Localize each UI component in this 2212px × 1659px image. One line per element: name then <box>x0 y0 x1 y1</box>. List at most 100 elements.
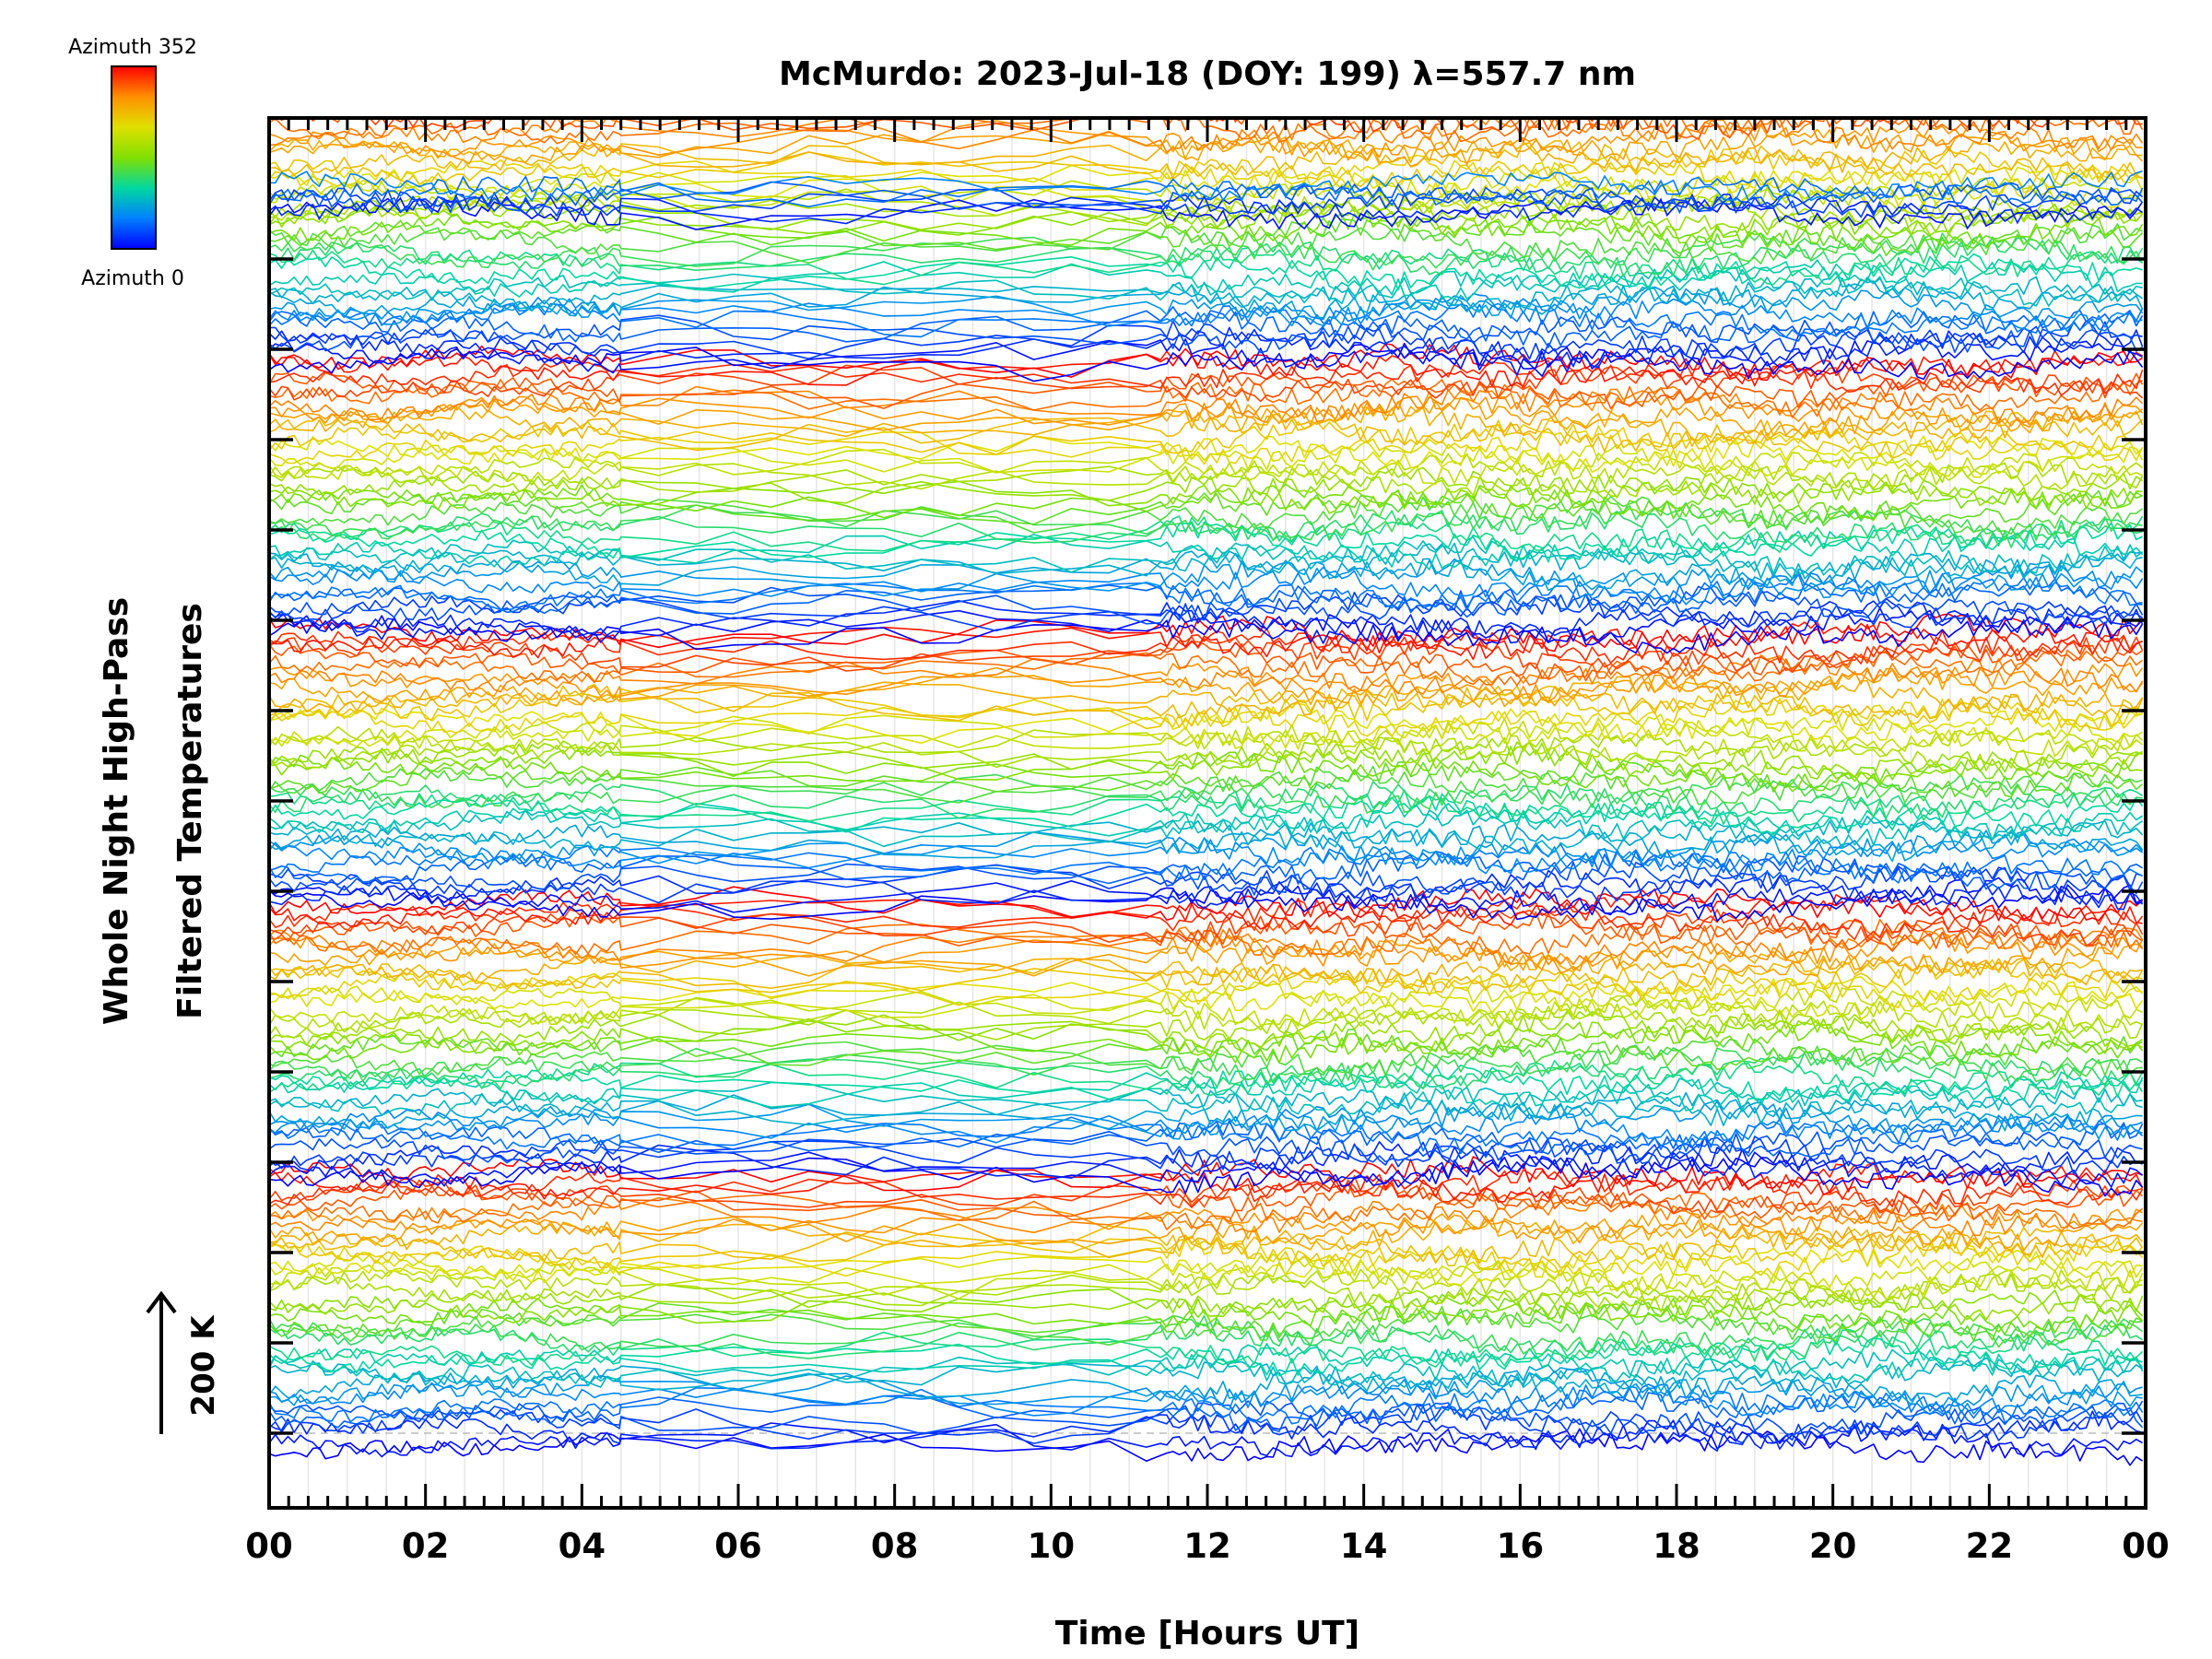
x-tick-label: 16 <box>1497 1526 1545 1566</box>
series-line <box>269 1182 2144 1222</box>
grid <box>269 118 2146 1508</box>
series-line <box>269 1253 2144 1292</box>
series-line <box>269 1135 2143 1175</box>
series-line <box>269 926 2144 966</box>
series-line <box>269 781 2143 821</box>
x-axis-label: Time [Hours UT] <box>1055 1615 1359 1653</box>
series-line <box>269 1100 2143 1140</box>
series-line <box>269 1273 2143 1313</box>
scale-arrowhead-icon <box>146 1290 177 1314</box>
series-line <box>269 793 2144 836</box>
series-line <box>269 1071 2144 1112</box>
series-line <box>269 698 2143 737</box>
series-line <box>269 1023 2144 1064</box>
scale-bar-label: 200 K <box>185 1314 222 1417</box>
series-line <box>269 746 2143 787</box>
series-line <box>269 1259 2144 1300</box>
series-line <box>269 1428 2144 1466</box>
series-line <box>269 223 2143 265</box>
series-line <box>269 1364 2143 1406</box>
colorbar-bar <box>111 65 157 250</box>
series-line <box>269 326 2144 369</box>
series-line <box>269 1161 2144 1203</box>
series-line <box>269 765 2143 806</box>
series-line <box>269 271 2144 313</box>
x-tick-label: 20 <box>1809 1526 1857 1566</box>
series-line <box>269 466 2144 507</box>
series-line <box>269 918 2144 956</box>
series-line <box>269 1218 2144 1259</box>
x-tick-label: 12 <box>1183 1526 1231 1566</box>
series-line <box>269 1038 2143 1077</box>
series-line <box>269 232 2144 271</box>
series-line <box>269 448 2143 485</box>
y-axis-label-line1: Whole Night High-Pass <box>98 597 135 1025</box>
chart-title: McMurdo: 2023-Jul-18 (DOY: 199) λ=557.7 … <box>779 55 1636 93</box>
series-line <box>269 958 2144 994</box>
series-line <box>269 808 2144 849</box>
series-line <box>269 425 2144 465</box>
series-line <box>269 653 2144 695</box>
series-line <box>269 1169 2144 1208</box>
series-line <box>269 1147 2144 1188</box>
series-line <box>269 535 2144 576</box>
series-line <box>269 440 2144 478</box>
x-tick-label: 06 <box>714 1526 762 1566</box>
series-line <box>269 1086 2143 1126</box>
series-line <box>269 253 2143 291</box>
series-line <box>269 1244 2143 1287</box>
series-line <box>269 1337 2144 1377</box>
x-tick-label: 10 <box>1028 1526 1076 1566</box>
y-axis-label-line2: Filtered Temperatures <box>171 603 209 1019</box>
series-line <box>269 170 2143 203</box>
series-line <box>269 836 2144 875</box>
series-line <box>269 453 2144 490</box>
series-line <box>269 265 2143 307</box>
series-line <box>269 641 2144 682</box>
series-line <box>269 1091 2143 1133</box>
series-line <box>269 314 2144 354</box>
x-tick-label: 04 <box>559 1526 606 1566</box>
series-line <box>269 733 2144 772</box>
series-line <box>269 981 2144 1021</box>
series-line <box>269 1348 2144 1388</box>
series-line <box>269 1419 2143 1458</box>
x-tick-label: 18 <box>1653 1526 1700 1566</box>
series-line <box>269 292 2143 333</box>
series-line <box>269 336 2143 377</box>
series-line <box>269 1300 2143 1342</box>
series-line <box>269 571 2143 611</box>
series-line <box>269 1309 2143 1348</box>
series-line <box>269 134 2143 173</box>
x-tick-label: 22 <box>1966 1526 2014 1566</box>
series-line <box>269 773 2143 814</box>
series-line <box>269 1283 2144 1321</box>
series-line <box>269 1003 2144 1041</box>
series-line <box>269 191 2144 225</box>
series-line <box>269 1064 2144 1103</box>
series-line <box>269 154 2144 196</box>
series-line <box>269 683 2144 722</box>
series-line <box>269 1174 2143 1215</box>
series-line <box>269 286 2144 327</box>
series-line <box>269 597 2144 639</box>
series-line <box>269 162 2144 199</box>
series-line <box>269 578 2143 618</box>
series-line <box>269 419 2143 460</box>
series-line <box>269 521 2143 563</box>
series-line <box>269 320 2143 361</box>
series-line <box>269 218 2144 257</box>
series-line <box>269 1192 2144 1230</box>
series-line <box>269 649 2144 687</box>
series-line <box>269 515 2144 554</box>
series-line <box>269 550 2143 592</box>
series-line <box>269 759 2144 798</box>
series-line <box>269 1268 2143 1302</box>
series-line <box>269 187 2144 219</box>
series-line <box>269 385 2144 424</box>
series-line <box>269 995 2143 1032</box>
series-line <box>269 564 2144 606</box>
series-line <box>269 1017 2144 1056</box>
x-tick-label: 00 <box>2122 1526 2170 1566</box>
